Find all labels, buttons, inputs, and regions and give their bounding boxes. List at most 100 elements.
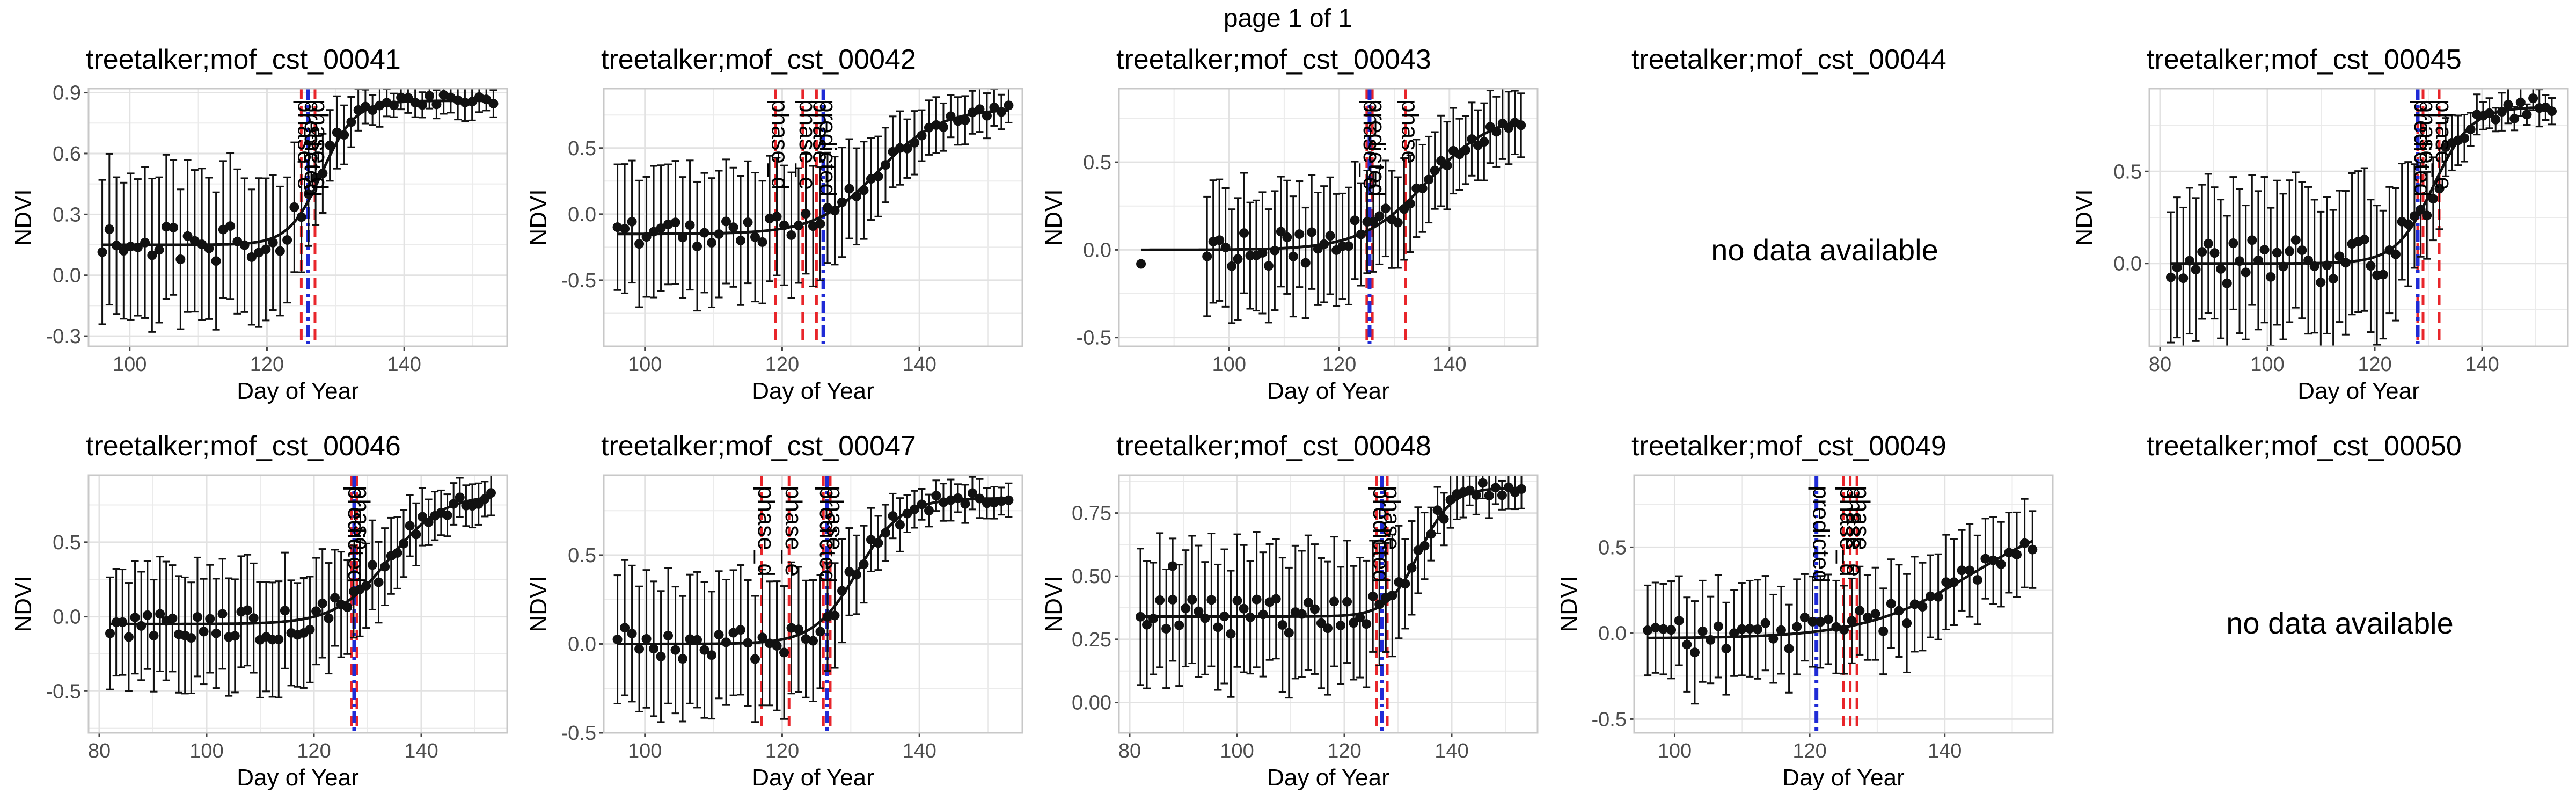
fit-curve [102,99,494,246]
data-point [1206,595,1217,605]
y-tick-label: 0.0 [1598,622,1627,645]
y-tick-label: -0.5 [46,680,81,703]
data-point [612,635,623,645]
y-tick-label: 0.0 [1083,239,1111,261]
plot-border [1633,474,2054,734]
x-tick-label: 100 [628,740,662,762]
x-tick-label: 140 [902,740,936,762]
data-point [2172,263,2182,273]
y-tick-label: 0.0 [53,606,81,629]
x-tick-label: 140 [2465,353,2499,376]
data-point [1368,591,1378,601]
x-tick-label: 140 [404,740,438,762]
data-point [317,598,327,608]
data-point [2241,267,2251,278]
data-point [1760,618,1770,628]
data-point [2328,274,2338,284]
data-point [405,521,415,531]
data-point [2359,235,2369,245]
x-tick-label: 140 [1435,740,1468,762]
x-tick-label: 100 [189,740,223,762]
panel-title: treetalker;mof_cst_00044 [1631,44,1946,75]
data-point [2434,184,2445,194]
data-point [699,645,709,655]
data-point [960,499,970,509]
data-point [274,634,284,644]
data-point [261,244,271,254]
data-point [815,219,825,229]
plot-border [2148,88,2569,347]
data-point [105,628,115,638]
data-point [1807,616,1818,627]
data-point [1941,577,1951,587]
data-point [2191,265,2201,275]
data-point [692,635,702,645]
y-tick-label: -0.3 [46,325,81,348]
data-point [1350,215,1360,225]
y-tick-label: 0.5 [568,544,596,567]
fit-curve [2171,106,2552,265]
data-point [707,238,717,248]
data-point [692,241,702,251]
y-tick-label: 0.5 [53,532,81,554]
panel-6: treetalker;mof_cst_00046 80 100 120 140 -0.5 0… [10,431,508,791]
x-axis-label: Day of Year [1267,765,1389,791]
data-point [1996,559,2006,570]
data-point [2528,93,2538,104]
data-point [866,535,876,545]
phase-label: predicted [815,99,841,196]
data-point [924,505,934,515]
y-tick-label: 0.5 [2113,161,2142,183]
fit-curve [110,496,492,625]
x-axis-label: Day of Year [752,765,874,791]
data-point [1689,647,1700,658]
y-tick-label: -0.5 [561,722,596,745]
data-point [1957,565,1967,576]
data-point [1439,514,1449,524]
data-point [1329,596,1340,607]
data-point [192,612,202,622]
data-point [794,624,804,635]
panel-3: treetalker;mof_cst_00043 100 120 140 -0.5 0.0… [1041,44,1539,404]
data-point [2272,248,2282,258]
data-point [1252,594,1262,605]
y-tick-label: 0.5 [1083,151,1111,174]
data-point [155,609,165,619]
y-tick-label: -0.5 [1592,708,1627,731]
data-point [161,222,171,232]
data-point [1855,606,1865,616]
data-point [1847,616,1857,626]
data-point [895,520,905,530]
panel-2: treetalker;mof_cst_00042 100 120 140 -0.5 0.0… [525,44,1023,404]
data-point [182,231,193,241]
data-point [325,140,335,150]
data-point [1271,594,1281,604]
data-point [1136,259,1146,269]
y-tick-label: 0.0 [568,633,596,656]
data-point [1713,621,1723,631]
data-point [199,627,209,637]
data-point [1276,227,1286,237]
data-point [324,613,334,623]
phase-label: phase_d [767,99,793,190]
x-tick-label: 120 [250,353,284,376]
x-axis-label: Day of Year [2297,378,2420,404]
data-point [1202,251,1212,261]
data-point [1307,227,1317,237]
data-point [175,254,186,264]
y-axis-label: NDVI [525,576,552,632]
phase-label: predicted [2409,99,2435,196]
data-point [2228,238,2238,248]
data-point [960,115,970,125]
y-tick-label: 0.6 [53,143,81,165]
data-point [246,252,257,262]
data-point [211,256,221,266]
data-point [1181,603,1191,614]
data-point [1972,575,1982,585]
data-point [844,184,854,194]
plot-border [87,88,508,347]
no-data-message: no data available [1711,233,1938,267]
y-axis-label: NDVI [1041,576,1067,632]
data-point [442,510,452,520]
